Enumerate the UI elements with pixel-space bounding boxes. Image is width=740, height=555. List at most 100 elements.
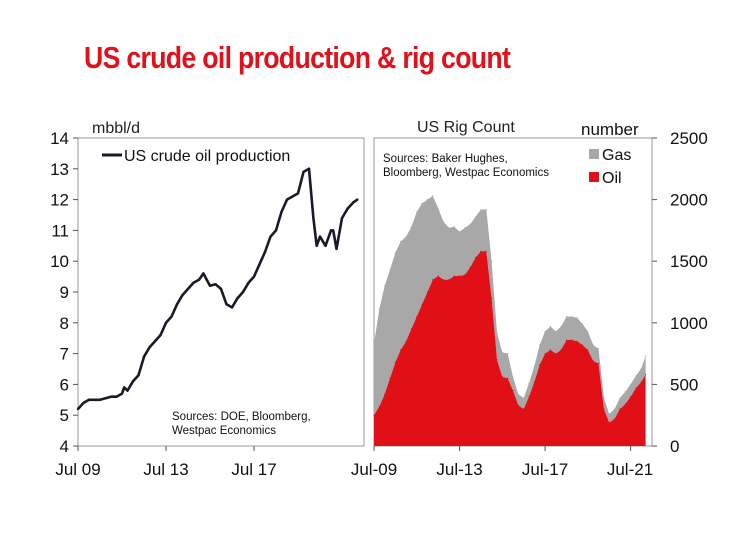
oil-rig-point <box>485 250 487 252</box>
gas-rig-point <box>544 330 546 332</box>
production-point <box>98 398 102 401</box>
production-point <box>318 235 322 238</box>
oil-rig-point <box>608 422 610 424</box>
production-point <box>340 216 344 220</box>
oil-rig-point <box>400 349 402 351</box>
gas-rig-point <box>587 330 589 332</box>
rig-x-tick-label-jul-21: Jul-21 <box>607 460 653 479</box>
gas-rig-point <box>614 408 616 410</box>
production-series-line <box>77 167 359 410</box>
production-point <box>307 167 311 170</box>
production-point <box>225 303 228 306</box>
oil-rig-point <box>523 408 525 410</box>
production-point <box>351 201 355 204</box>
production-y-tick-label-9: 9 <box>60 283 69 302</box>
production-x-axis: Jul 09 Jul 13 Jul 17 <box>55 446 277 479</box>
gas-rig-point <box>378 308 380 310</box>
gas-rig-point <box>555 330 557 332</box>
oil-rig-point <box>624 403 626 405</box>
oil-rig-point <box>373 414 375 416</box>
gas-rig-point <box>630 383 632 385</box>
oil-rig-point <box>549 349 552 351</box>
production-point <box>76 407 80 411</box>
oil-rig-point <box>389 377 391 379</box>
rig-x-tick-label-jul-13: Jul-13 <box>436 460 482 479</box>
gas-rig-point <box>603 397 605 399</box>
production-y-axis-label: mbbl/d <box>92 120 140 137</box>
production-point <box>164 321 168 324</box>
oil-rig-point <box>565 339 568 341</box>
rig-x-axis: Jul-09 Jul-13 Jul-17 Jul-21 <box>351 446 653 479</box>
production-point <box>258 263 261 266</box>
oil-rig-point <box>581 344 584 346</box>
production-point <box>285 198 289 201</box>
production-point <box>181 293 184 297</box>
rig-chart-title: US Rig Count <box>417 119 515 136</box>
production-point <box>142 355 146 358</box>
gas-rig-point <box>496 332 498 334</box>
gas-rig-point <box>597 348 600 350</box>
oil-rig-point <box>384 393 386 395</box>
oil-legend-swatch <box>589 172 599 182</box>
oil-rig-point <box>560 349 562 351</box>
production-point <box>170 315 173 318</box>
production-point <box>274 229 278 232</box>
gas-rig-point <box>560 325 562 328</box>
oil-rig-point <box>501 376 503 378</box>
gas-rig-point <box>405 236 407 238</box>
production-point <box>120 392 124 395</box>
production-point <box>109 395 113 398</box>
gas-rig-point <box>384 285 386 287</box>
production-y-tick-label-4: 4 <box>60 437 69 456</box>
production-point <box>324 244 327 247</box>
gas-rig-point <box>523 397 525 399</box>
production-point <box>137 374 140 377</box>
oil-rig-point <box>630 396 632 398</box>
production-point <box>296 192 300 195</box>
production-y-axis: 4 5 6 7 8 9 10 11 12 13 14 <box>50 129 78 456</box>
production-point <box>230 306 234 309</box>
gas-rig-point <box>619 397 621 399</box>
gas-rig-point <box>464 227 466 229</box>
gas-rig-point <box>608 413 610 415</box>
oil-rig-point <box>469 266 471 268</box>
oil-rig-point <box>640 381 642 383</box>
gas-rig-point <box>448 227 450 229</box>
oil-rig-point <box>619 408 621 410</box>
gas-rig-point <box>437 207 439 209</box>
oil-rig-point <box>635 387 637 389</box>
rig-y-tick-label-0: 0 <box>670 437 679 456</box>
production-point <box>197 278 201 281</box>
production-y-tick-label-10: 10 <box>50 252 69 271</box>
gas-rig-point <box>645 355 647 357</box>
production-point <box>93 398 96 401</box>
oil-rig-point <box>491 297 493 299</box>
gas-legend-swatch <box>589 149 599 159</box>
production-point <box>335 247 338 251</box>
oil-rig-point <box>539 364 541 366</box>
production-point <box>263 250 267 254</box>
oil-rig-point <box>603 408 605 410</box>
rig-y-tick-label-1500: 1500 <box>670 252 708 271</box>
production-point <box>241 290 245 294</box>
gas-rig-point <box>475 216 477 218</box>
production-point <box>104 397 107 400</box>
production-point <box>356 198 359 201</box>
gas-rig-area <box>374 195 646 423</box>
production-point <box>302 170 305 174</box>
oil-rig-point <box>464 274 466 276</box>
gas-rig-point <box>394 252 396 254</box>
oil-rig-point <box>442 279 445 281</box>
gas-rig-point <box>421 202 423 204</box>
page-title: US crude oil production & rig count <box>84 40 511 75</box>
gas-rig-point <box>592 344 594 346</box>
production-point <box>252 275 256 278</box>
production-point <box>192 281 195 284</box>
gas-rig-point <box>517 393 519 395</box>
oil-rig-point <box>448 279 450 281</box>
oil-rig-point <box>378 406 380 408</box>
gas-rig-point <box>373 343 375 345</box>
oil-rig-point <box>405 340 407 342</box>
